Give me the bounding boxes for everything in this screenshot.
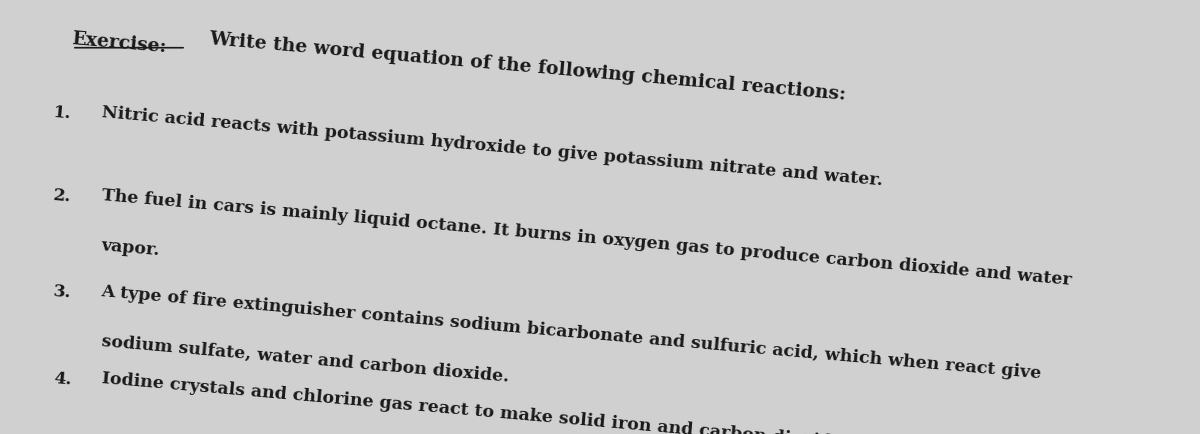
Text: vapor.: vapor. (101, 237, 161, 259)
Text: A type of fire extinguisher contains sodium bicarbonate and sulfuric acid, which: A type of fire extinguisher contains sod… (101, 282, 1043, 381)
Text: Iodine crystals and chlorine gas react to make solid iron and carbon dioxide gas: Iodine crystals and chlorine gas react t… (101, 369, 882, 434)
Text: 1.: 1. (53, 104, 72, 123)
Text: 3.: 3. (53, 282, 72, 301)
Text: Nitric acid reacts with potassium hydroxide to give potassium nitrate and water.: Nitric acid reacts with potassium hydrox… (101, 104, 883, 189)
Text: 4.: 4. (53, 369, 72, 388)
Text: Exercise:: Exercise: (71, 30, 167, 56)
Text: Write the word equation of the following chemical reactions:: Write the word equation of the following… (209, 30, 847, 104)
Text: sodium sulfate, water and carbon dioxide.: sodium sulfate, water and carbon dioxide… (101, 332, 510, 385)
Text: The fuel in cars is mainly liquid octane. It burns in oxygen gas to produce carb: The fuel in cars is mainly liquid octane… (101, 187, 1072, 288)
Text: 2.: 2. (53, 187, 72, 205)
